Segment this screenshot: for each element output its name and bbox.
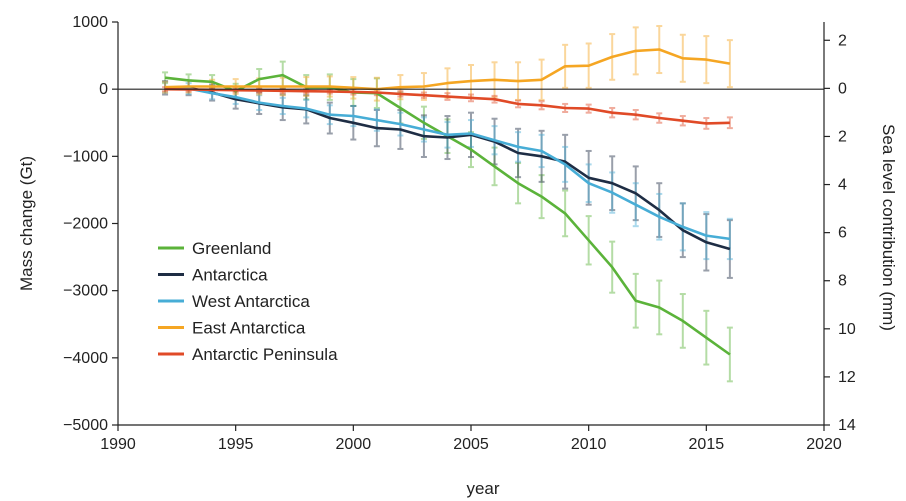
x-tick-label: 2015: [689, 436, 725, 453]
x-axis-label: year: [466, 479, 499, 498]
y2-tick-label: 14: [838, 417, 856, 434]
error-bars-2: [162, 80, 733, 261]
y-tick-label: −3000: [63, 283, 108, 300]
series-line-3: [165, 48, 731, 91]
series-line-4: [165, 87, 730, 125]
y2-tick-label: 0: [838, 80, 847, 97]
y-tick-label: 1000: [72, 14, 108, 31]
y-tick-label: 0: [99, 81, 108, 98]
y2-tick-label: 2: [838, 128, 847, 145]
y-tick-label: −4000: [63, 350, 108, 367]
legend-label: West Antarctica: [192, 292, 310, 311]
x-tick-label: 2020: [806, 436, 842, 453]
series-line-1: [165, 86, 731, 251]
legend-label: East Antarctica: [192, 319, 306, 338]
series-lines: [164, 48, 731, 356]
legend: Greenland Antarctica West Antarctica East A…: [158, 239, 338, 364]
y2-tick-label: 10: [838, 321, 856, 338]
series-line-2: [165, 85, 731, 241]
y-tick-label: −2000: [63, 216, 108, 233]
x-tick-label: 1995: [218, 436, 254, 453]
legend-label: Antarctic Peninsula: [192, 345, 338, 364]
x-tick-label: 2000: [336, 436, 372, 453]
y2-tick-label: 8: [838, 273, 847, 290]
y2-tick-label: 2: [838, 32, 847, 49]
y-axis-label: Mass change (Gt): [17, 156, 36, 291]
y2-axis-label: Sea level contribution (mm): [879, 124, 898, 331]
x-tick-label: 1990: [100, 436, 136, 453]
legend-label: Greenland: [192, 239, 271, 258]
y2-tick-label: 12: [838, 369, 856, 386]
y2-tick-label: 4: [838, 177, 847, 194]
x-tick-label: 2010: [571, 436, 607, 453]
y-tick-label: −1000: [63, 148, 108, 165]
y-tick-label: −5000: [63, 417, 108, 434]
legend-label: Antarctica: [192, 266, 268, 285]
y2-tick-label: 6: [838, 225, 847, 242]
x-tick-label: 2005: [453, 436, 489, 453]
